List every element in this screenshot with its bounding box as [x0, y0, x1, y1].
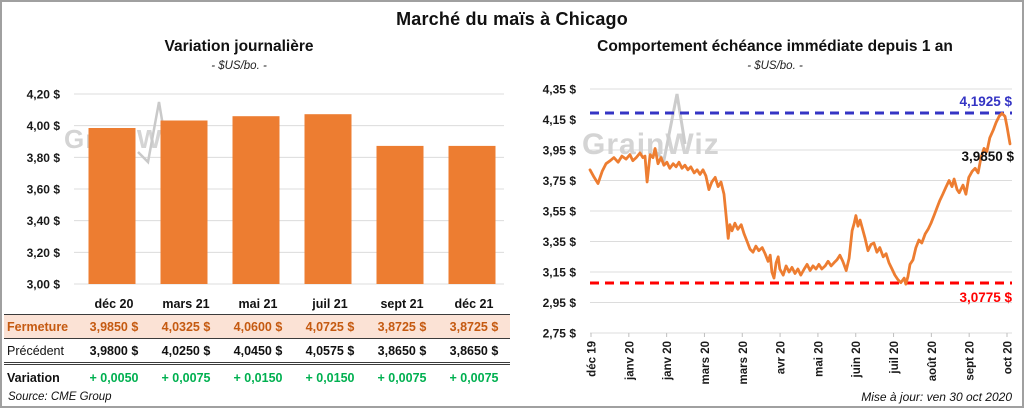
- bar-sept-21: [376, 145, 424, 284]
- y-tick-label: 4,35 $: [543, 83, 577, 97]
- y-tick-label: 3,20 $: [27, 246, 61, 260]
- x-tick-label: déc 19: [587, 341, 599, 377]
- last-price-label: 3,9850 $: [961, 149, 1014, 164]
- y-tick-label: 3,55 $: [543, 205, 577, 219]
- cell-value: 3,8725 $: [366, 314, 438, 339]
- cell-value: + 0,0150: [233, 371, 283, 385]
- y-tick-label: 3,75 $: [543, 174, 577, 188]
- y-tick-label: 3,95 $: [543, 144, 577, 158]
- watermark-squiggle-icon: [652, 93, 687, 164]
- ref-label-low: 3,0775 $: [959, 290, 1012, 305]
- line-chart-svg: 4,35 $ 4,15 $ 3,95 $ 3,75 $ 3,55 $ 3,35 $ 3,15…: [543, 83, 1015, 385]
- bar-mai-21: [232, 116, 280, 284]
- y-tick-label: 2,95 $: [543, 296, 577, 310]
- row-label-header: [4, 294, 78, 315]
- cell-value: 4,0450 $: [222, 338, 294, 365]
- row-label: Précédent: [4, 338, 78, 365]
- x-tick-label: août 20: [927, 341, 939, 381]
- price-table: déc 20 mars 21 mai 21 juil 21 sept 21 déc 21 …: [4, 294, 510, 391]
- cell-value: + 0,0075: [377, 371, 427, 385]
- col-header: sept 21: [380, 297, 424, 311]
- col-header: déc 20: [94, 297, 134, 311]
- cell-value: + 0,0050: [89, 371, 139, 385]
- bar-mars-21: [160, 120, 208, 284]
- y-tick-label: 4,20 $: [27, 88, 61, 102]
- bar-chart-subtitle: - $US/bo. -: [211, 60, 267, 72]
- table-row-fermeture: Fermeture 3,9850 $4,0325 $4,0600 $4,0725 …: [4, 314, 510, 339]
- y-tick-label: 3,40 $: [27, 214, 61, 228]
- cell-value: 3,9800 $: [78, 338, 150, 365]
- cell-value: 3,9850 $: [78, 314, 150, 339]
- page-title: Marché du maïs à Chicago: [396, 9, 628, 29]
- x-tick-label: mai 20: [813, 341, 825, 377]
- y-tick-label: 4,15 $: [543, 113, 577, 127]
- table-row-variation: Variation + 0,0050 + 0,0075 + 0,0150 + 0,015…: [4, 364, 510, 392]
- cell-value: 3,8650 $: [366, 338, 438, 365]
- x-tick-label: oct 20: [1003, 341, 1015, 374]
- col-header: déc 21: [454, 297, 494, 311]
- x-tick-label: juil 20: [889, 341, 901, 375]
- ref-label-high: 4,1925 $: [959, 94, 1012, 109]
- bar-juil-21: [304, 114, 352, 284]
- cell-value: + 0,0075: [161, 371, 211, 385]
- cell-value: + 0,0075: [449, 371, 499, 385]
- col-header: juil 21: [312, 297, 348, 311]
- cell-value: 4,0250 $: [150, 338, 222, 365]
- col-header: mai 21: [238, 297, 278, 311]
- bar-chart-title: Variation journalière: [164, 38, 314, 55]
- y-tick-label: 3,15 $: [543, 266, 577, 280]
- bar-chart-svg: 4,20 $ 4,00 $ 3,80 $ 3,60 $ 3,40 $ 3,20 $ 3,00…: [27, 88, 504, 292]
- y-tick-label: 3,00 $: [27, 278, 61, 292]
- line-chart-subtitle: - $US/bo. -: [747, 60, 803, 72]
- y-tick-label: 4,00 $: [27, 119, 61, 133]
- y-tick-label: 3,80 $: [27, 151, 61, 165]
- line-chart-title: Comportement échéance immédiate depuis 1…: [597, 38, 953, 55]
- y-tick-label: 3,60 $: [27, 183, 61, 197]
- cell-value: + 0,0150: [305, 371, 355, 385]
- x-tick-label: janv 20: [624, 341, 636, 381]
- col-header: mars 21: [162, 297, 210, 311]
- row-label: Variation: [7, 371, 60, 385]
- x-tick-label: janv 20: [662, 341, 674, 381]
- updated-note: Mise à jour: ven 30 oct 2020: [861, 390, 1012, 404]
- row-label: Fermeture: [4, 314, 78, 339]
- bar-déc-21: [448, 145, 496, 284]
- price-table-header-row: déc 20 mars 21 mai 21 juil 21 sept 21 déc 21: [4, 294, 510, 315]
- cell-value: 4,0725 $: [294, 314, 366, 339]
- price-line: [588, 112, 1012, 286]
- cell-value: 4,0325 $: [150, 314, 222, 339]
- source-note: Source: CME Group: [8, 391, 112, 403]
- table-row-precedent: Précédent 3,9800 $4,0250 $4,0450 $4,0575 …: [4, 338, 510, 365]
- x-tick-label: juin 20: [851, 341, 863, 378]
- cell-value: 3,8650 $: [438, 338, 510, 365]
- x-tick-label: mars 20: [738, 341, 750, 384]
- x-tick-label: mars 20: [700, 341, 712, 384]
- cell-value: 3,8725 $: [438, 314, 510, 339]
- x-tick-label: sept 20: [965, 341, 977, 381]
- cell-value: 4,0600 $: [222, 314, 294, 339]
- y-tick-label: 3,35 $: [543, 235, 577, 249]
- bar-déc-20: [88, 128, 136, 284]
- x-tick-label: avr 20: [776, 341, 788, 374]
- y-tick-label: 2,75 $: [543, 327, 577, 341]
- cell-value: 4,0575 $: [294, 338, 366, 365]
